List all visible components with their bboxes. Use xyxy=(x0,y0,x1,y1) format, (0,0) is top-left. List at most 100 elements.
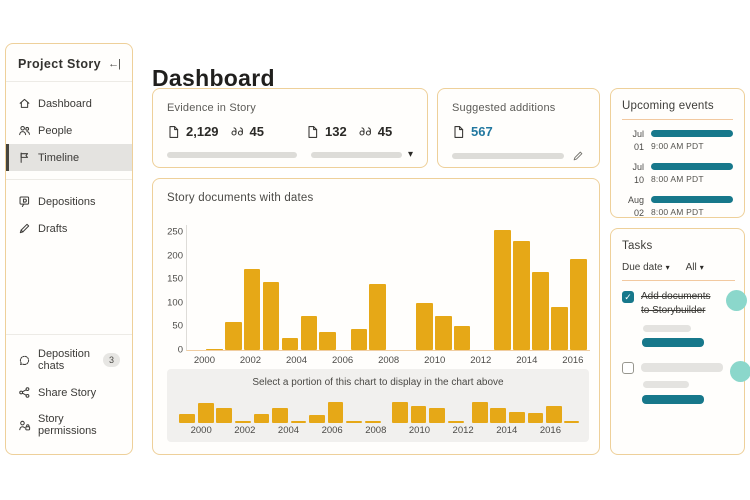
chart-bar xyxy=(206,348,223,350)
divider xyxy=(622,280,735,281)
divider xyxy=(6,334,132,335)
chart-bar[interactable] xyxy=(429,408,445,423)
chart-bar xyxy=(494,229,511,350)
task-filters: Due date ▾ All ▾ xyxy=(622,262,735,273)
chevron-down-icon[interactable]: ▾ xyxy=(407,149,413,160)
divider xyxy=(6,179,132,180)
chart-bar[interactable] xyxy=(392,402,408,423)
all-filter[interactable]: All ▾ xyxy=(686,262,704,273)
project-title: Project Story xyxy=(18,57,102,71)
chat-count-badge: 3 xyxy=(102,353,120,367)
event-row[interactable]: Jul 01 9:00 AM PDT xyxy=(622,128,733,154)
document-icon xyxy=(454,125,464,138)
y-axis-labels: 250 200 150 100 50 0 xyxy=(155,225,183,356)
chart-bar[interactable] xyxy=(272,408,288,423)
chart-bar[interactable] xyxy=(309,415,325,423)
chart-bar[interactable] xyxy=(253,413,270,423)
y-tick-label: 250 xyxy=(167,226,183,238)
x-axis-labels: 2000 2002 2004 2006 2008 2010 2012 2014 2016 xyxy=(186,355,589,367)
chat-bubble-icon xyxy=(19,355,30,365)
chart-bar xyxy=(319,332,336,350)
suggested-stats: 567 xyxy=(452,124,585,139)
sidebar-item-drafts[interactable]: Drafts xyxy=(6,215,132,242)
chart-bar[interactable] xyxy=(490,407,507,423)
x-tick-label: 2016 xyxy=(562,355,584,366)
filter-label: Due date xyxy=(622,262,663,273)
evidence-group-2: 132 45 xyxy=(306,124,392,139)
evidence-group-1: 2,129 45 xyxy=(167,124,264,139)
chart-bar[interactable] xyxy=(546,405,562,423)
chart-bar[interactable] xyxy=(471,402,488,423)
chart-bar[interactable] xyxy=(346,421,363,423)
chart-bar[interactable] xyxy=(563,421,580,423)
sidebar: Project Story ←| Dashboard People Timeli… xyxy=(5,43,133,455)
page-title: Dashboard xyxy=(152,65,275,92)
evidence-progress-row: ▾ xyxy=(167,150,413,160)
task-checkbox[interactable]: ✓ xyxy=(622,291,634,303)
suggested-progress-row xyxy=(452,150,585,162)
chart-bar[interactable] xyxy=(179,413,196,423)
chart-bar xyxy=(453,326,471,350)
chart-bar[interactable] xyxy=(447,421,464,423)
sidebar-item-deposition-chats[interactable]: Deposition chats 3 xyxy=(6,341,132,379)
task-meta-pill xyxy=(643,325,691,332)
divider xyxy=(6,81,132,82)
person-lock-icon xyxy=(19,420,31,430)
home-icon xyxy=(19,98,30,108)
chart-bar[interactable] xyxy=(327,402,344,423)
sidebar-item-label: Story permissions xyxy=(38,413,97,437)
x-tick-label: 2014 xyxy=(496,425,518,436)
chart-bar[interactable] xyxy=(290,421,307,423)
chart-bar[interactable] xyxy=(197,402,214,423)
x-tick-label: 2004 xyxy=(285,355,308,366)
chart-bar[interactable] xyxy=(527,413,544,423)
event-day: 10 xyxy=(633,175,644,186)
y-tick-label: 50 xyxy=(172,320,183,332)
event-time: 9:00 AM PDT xyxy=(651,141,704,151)
brush-x-axis-labels: 2000 2002 2004 2006 2008 2010 2012 2014 2016 xyxy=(175,425,581,437)
event-duration-bar xyxy=(651,130,733,137)
chart-bar[interactable] xyxy=(508,412,525,423)
event-row[interactable]: Aug 02 8:00 AM PDT xyxy=(622,194,733,220)
x-tick-label: 2000 xyxy=(190,425,212,436)
chart-bar xyxy=(513,240,530,350)
document-count: 132 xyxy=(325,124,347,139)
chart-bar[interactable] xyxy=(410,405,427,423)
evidence-in-story-card: Evidence in Story 2,129 45 132 45 ▾ xyxy=(152,88,428,168)
sidebar-item-label: Share Story xyxy=(38,386,97,399)
suggested-count[interactable]: 567 xyxy=(471,124,493,139)
sidebar-item-depositions[interactable]: Depositions xyxy=(6,188,132,215)
chart-brush-panel: Select a portion of this chart to displa… xyxy=(167,369,589,442)
task-checkbox[interactable] xyxy=(622,362,634,374)
story-documents-card: Story documents with dates 250 200 150 100 5… xyxy=(152,178,600,455)
x-tick-label: 2004 xyxy=(277,425,300,436)
upcoming-events-card: Upcoming events Jul 01 9:00 AM PDT Jul 1… xyxy=(610,88,745,218)
x-tick-label: 2012 xyxy=(470,355,492,366)
x-tick-label: 2016 xyxy=(539,425,562,436)
edit-pencil-icon[interactable] xyxy=(572,150,584,162)
sidebar-item-timeline[interactable]: Timeline xyxy=(6,144,132,171)
assignee-avatar[interactable] xyxy=(726,290,747,311)
assignee-avatar[interactable] xyxy=(730,361,750,382)
brush-chart-plot[interactable] xyxy=(175,393,581,423)
share-icon xyxy=(19,387,30,398)
sidebar-item-story-permissions[interactable]: Story permissions xyxy=(6,406,132,444)
chart-bar[interactable] xyxy=(235,421,251,423)
sidebar-item-people[interactable]: People xyxy=(6,117,132,144)
x-tick-label: 2010 xyxy=(408,425,431,436)
event-duration-bar xyxy=(651,196,733,204)
sidebar-item-dashboard[interactable]: Dashboard xyxy=(6,90,132,117)
task-progress-pill xyxy=(642,338,704,347)
collapse-sidebar-icon[interactable]: ←| xyxy=(108,58,121,70)
event-time: 8:00 AM PDT xyxy=(651,207,704,218)
event-month: Aug xyxy=(627,195,644,206)
event-row[interactable]: Jul 10 8:00 AM PDT xyxy=(622,161,733,187)
task-item: ✓ Add documents to Storybuilder xyxy=(622,290,747,347)
sidebar-item-label: Timeline xyxy=(38,151,80,164)
x-tick-label: 2002 xyxy=(234,425,256,436)
chart-bar xyxy=(224,321,242,350)
sidebar-item-share-story[interactable]: Share Story xyxy=(6,379,132,406)
chart-bar[interactable] xyxy=(216,408,233,423)
chart-bar[interactable] xyxy=(364,421,381,423)
due-date-filter[interactable]: Due date ▾ xyxy=(622,262,670,273)
